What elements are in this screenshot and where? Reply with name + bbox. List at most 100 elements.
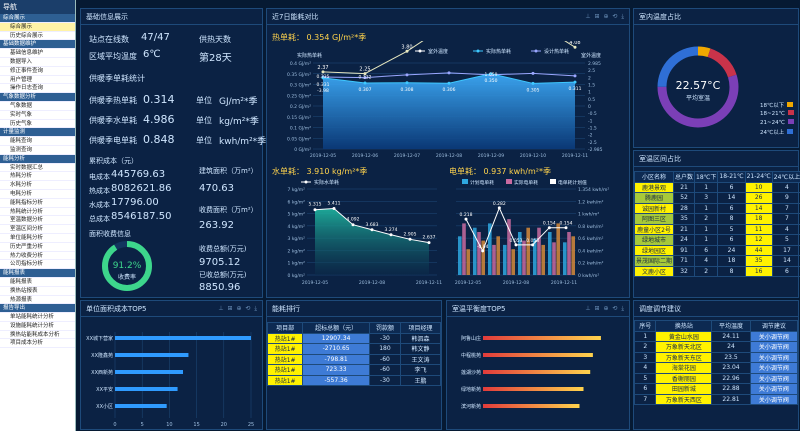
sidebar-item[interactable]: 监测查询 (0, 146, 75, 155)
legend-item[interactable]: 18℃以下 (760, 101, 794, 110)
sidebar-item[interactable]: 操作日志查询 (0, 84, 75, 94)
sidebar-category[interactable]: 计量监测 (0, 128, 75, 138)
sidebar-item[interactable]: 历史严重分析 (0, 243, 75, 252)
table-row[interactable]: 7 万象新天西区 22.81 关小调节阀 (633, 393, 799, 405)
table-header[interactable]: 项目部 (266, 322, 304, 334)
data-label: 2.637 (423, 235, 436, 241)
y-tick: 0.8 kwh/m² (578, 224, 604, 230)
sidebar-item[interactable]: 热源报表 (0, 296, 75, 305)
sidebar-item[interactable]: 气象数据 (0, 102, 75, 111)
table-row[interactable]: 热站1# 12907.34 -30 韩泗森 (266, 332, 441, 344)
sidebar-item[interactable]: 设施能耗统计分析 (0, 322, 75, 331)
sidebar-item[interactable]: 热耗分析 (0, 172, 75, 182)
x-tick: 2019-12-09 (478, 153, 504, 159)
legend-item[interactable]: 21~24℃ (760, 119, 794, 128)
sidebar-item[interactable]: 实时数据汇总 (0, 164, 75, 173)
sidebar-item[interactable]: 换热站能耗成本分析 (0, 331, 75, 340)
table-header[interactable]: 21-24℃ (744, 171, 773, 183)
legend-item[interactable]: 18~21℃ (760, 110, 794, 119)
bar (518, 232, 522, 275)
table-row[interactable]: 热站1# -798.81 -60 王文涛 (266, 353, 441, 365)
sidebar-category[interactable]: 基础数据维护 (0, 40, 75, 50)
sidebar-item[interactable]: 水耗分析 (0, 181, 75, 190)
category-label: 绿地新苑 (461, 386, 481, 393)
sidebar-item[interactable]: 单站能耗统计分析 (0, 313, 75, 322)
table-header[interactable]: 序号 (633, 320, 657, 332)
chart-tools[interactable]: ⊥ ⊞ ⊕ ⟲ ⤓ (585, 13, 625, 20)
table-header[interactable]: 项目经理 (400, 322, 441, 334)
table-header[interactable]: 小区名称 (633, 171, 675, 183)
data-label: 0.053 (526, 238, 539, 244)
table-row[interactable]: 1 黄金山水园 24.11 关小调节阀 (633, 330, 799, 342)
y-tick: 0.05 GJ/m² (287, 136, 311, 142)
sidebar-item[interactable]: 电耗分析 (0, 190, 75, 199)
table-header[interactable]: 18℃下 (694, 171, 719, 183)
table-row[interactable]: 5 香榭丽园 22.96 关小调节阀 (633, 372, 799, 384)
sidebar-item[interactable]: 用户管理 (0, 76, 75, 85)
sidebar-item[interactable]: 项目成本分析 (0, 339, 75, 349)
sidebar-item[interactable]: 实时气象 (0, 111, 75, 120)
y-tick: 4 kg/m² (288, 224, 306, 230)
table-header[interactable]: 罚款额 (368, 322, 402, 334)
sidebar-item[interactable]: 历史气象 (0, 120, 75, 129)
chart-tools[interactable]: ⊥ ⊞ ⊕ ⟲ ⤓ (585, 305, 625, 312)
legend-item[interactable]: 24℃以上 (760, 128, 794, 137)
sidebar-item[interactable]: 综合展示 (0, 22, 75, 32)
y-tick: 1 kg/m² (288, 261, 306, 267)
sidebar-category[interactable]: 报告导出 (0, 304, 75, 314)
design-label: 1.059 (485, 72, 498, 78)
table-header[interactable]: 换热站 (655, 320, 713, 332)
sidebar-item[interactable]: 热耗统计分析 (0, 208, 75, 217)
sidebar-item[interactable]: 室温数据分析 (0, 216, 75, 226)
sidebar-item[interactable]: 热力收费分析 (0, 252, 75, 261)
table-row[interactable]: 文鹿小区 32 2 8 16 6 (633, 265, 800, 277)
sidebar-item[interactable]: 历史综合展示 (0, 32, 75, 41)
table-row[interactable]: 热站1# 723.33 -60 李飞 (266, 364, 441, 376)
sidebar-category[interactable]: 能耗分析 (0, 154, 75, 164)
table-header[interactable]: 调节建议 (749, 320, 799, 332)
table-row[interactable]: 绿地园区 91 6 24 44 17 (633, 244, 800, 256)
sidebar-item[interactable]: 换热站报表 (0, 287, 75, 296)
sidebar-category[interactable]: 能耗报表 (0, 269, 75, 278)
sidebar-item[interactable]: 能耗报表 (0, 278, 75, 287)
sidebar-item[interactable]: 修正事件查询 (0, 67, 75, 76)
x-tick: 2019-12-05 (455, 280, 481, 286)
table-row[interactable]: 热站1# -557.36 -30 王鹏 (266, 374, 441, 386)
sidebar-item[interactable]: 公司指标分析 (0, 260, 75, 270)
sidebar-item[interactable]: 基础信息维护 (0, 49, 75, 58)
bar (115, 370, 183, 374)
table-row[interactable]: 景茂国际二期 71 4 18 35 14 (633, 255, 800, 267)
sidebar-item[interactable]: 数据导入 (0, 58, 75, 67)
y-tick: 0 kg/m² (288, 273, 306, 279)
table-row[interactable]: 阿图三区 35 2 8 18 7 (633, 213, 800, 225)
table-header[interactable]: 超标总额（元） (302, 322, 370, 334)
table-row[interactable]: 6 田园新城 22.88 关小调节阀 (633, 383, 799, 395)
chart-tools[interactable]: ⊥ ⊞ ⊕ ⟲ ⤓ (218, 305, 258, 312)
data-label: 0.154 (543, 221, 556, 227)
table-row[interactable]: 3 万象新天东区 23.5 关小调节阀 (633, 351, 799, 363)
sidebar-item[interactable]: 能耗查询 (0, 137, 75, 146)
table-row[interactable]: 诚园新村 28 1 6 14 7 (633, 202, 800, 214)
table-row[interactable]: 热站1# -2710.65 180 韩文静 (266, 343, 441, 355)
table-row[interactable]: 腾鹿园 52 3 14 26 9 (633, 192, 800, 204)
table-header[interactable]: 平均温度 (711, 320, 751, 332)
sidebar-item[interactable]: 室温区间分析 (0, 225, 75, 234)
table-header[interactable]: 24℃以上 (771, 171, 800, 183)
table-row[interactable]: 鹿童小区2号 21 1 5 11 4 (633, 223, 800, 235)
sidebar-category[interactable]: 气象数据分析 (0, 93, 75, 102)
table-row[interactable]: 4 海棠花园 23.04 关小调节阀 (633, 362, 799, 374)
table-row[interactable]: 鹿港景观 21 1 6 10 4 (633, 181, 800, 193)
table-header[interactable]: 总户数 (673, 171, 696, 183)
table-row[interactable]: 2 万象新天北区 24 关小调节阀 (633, 341, 799, 353)
table-cell: 王文涛 (400, 353, 441, 365)
x-tick: 0 (113, 422, 116, 428)
table-header[interactable]: 18-21℃ (717, 171, 746, 183)
table-row[interactable]: 绿地城市 24 1 6 12 5 (633, 234, 800, 246)
sidebar-category[interactable]: 综合展示 (0, 14, 75, 23)
sidebar-item[interactable]: 能耗指标分析 (0, 199, 75, 208)
y-tick: 6 kg/m² (288, 199, 306, 205)
point (321, 76, 325, 80)
panel-title: 基础信息展示 (81, 9, 262, 25)
table-cell: 腾鹿园 (633, 192, 675, 204)
sidebar-item[interactable]: 单位能耗分析 (0, 234, 75, 243)
